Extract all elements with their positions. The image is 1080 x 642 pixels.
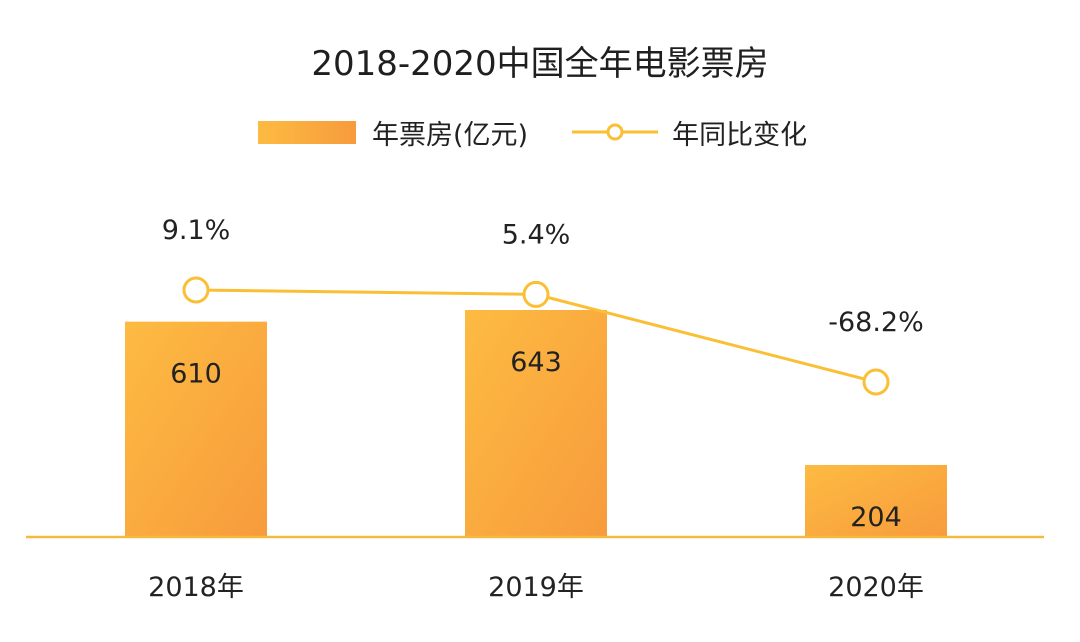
chart-title: 2018-2020中国全年电影票房 — [311, 44, 769, 84]
bar-value-label-0: 610 — [170, 359, 222, 390]
legend: 年票房(亿元) 年同比变化 — [258, 114, 808, 151]
line-value-label-1: 5.4% — [502, 219, 571, 250]
x-tick-label-2: 2020年 — [828, 572, 924, 603]
legend-swatch-line — [572, 120, 659, 144]
bar-2 — [805, 464, 947, 537]
x-tick-label-0: 2018年 — [148, 572, 244, 603]
legend-label-bar: 年票房(亿元) — [372, 119, 529, 151]
x-tick-label-1: 2019年 — [488, 572, 584, 603]
bar-0 — [125, 321, 267, 537]
line-point-2 — [862, 368, 890, 396]
line-point-1 — [522, 280, 550, 308]
legend-swatch-bar — [258, 120, 356, 144]
bar-value-label-1: 643 — [510, 347, 562, 378]
line-value-label-2: -68.2% — [828, 307, 924, 338]
bar-1 — [465, 310, 607, 537]
bar-value-label-2: 204 — [850, 502, 902, 533]
line-point-0 — [182, 276, 210, 304]
line-value-label-0: 9.1% — [162, 215, 231, 246]
legend-label-line: 年同比变化 — [672, 119, 808, 151]
